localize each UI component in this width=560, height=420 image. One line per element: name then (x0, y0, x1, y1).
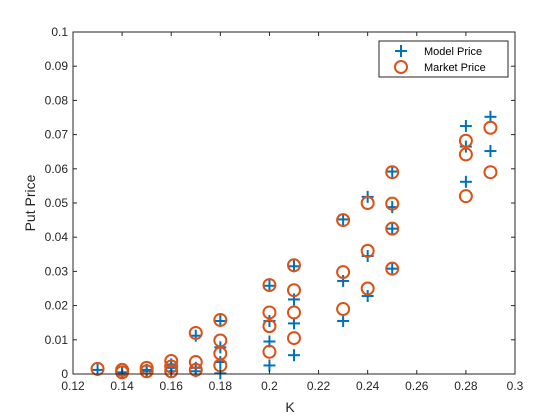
market-price-point (336, 265, 351, 280)
market-price-point (360, 196, 375, 210)
y-tick-label: 0.07 (45, 128, 69, 142)
model-price-point (337, 274, 350, 287)
legend-circle-icon (394, 60, 408, 74)
model-price-point (386, 222, 399, 235)
market-price-point (458, 189, 473, 204)
market-price-point (458, 147, 473, 162)
market-price-point (188, 362, 203, 377)
market-price-point (287, 331, 301, 346)
y-tick-label: 0.1 (51, 25, 68, 39)
market-price-point (385, 221, 400, 236)
y-tick-label: 0.02 (45, 299, 69, 313)
y-tick-label: 0.05 (45, 196, 69, 210)
data-marks (90, 110, 498, 380)
model-price-point (484, 145, 497, 158)
market-price-point (336, 302, 351, 317)
x-tick-label: 0.16 (160, 379, 184, 393)
model-price-point (263, 279, 276, 292)
market-price-point (262, 305, 277, 320)
model-price-point (386, 165, 399, 178)
model-price-point (386, 262, 399, 275)
y-tick-label: 0.09 (45, 59, 69, 73)
legend-market-price-label: Market Price (424, 62, 486, 74)
market-price-point (385, 196, 400, 211)
x-axis-label: K (285, 399, 295, 415)
legend: Model Price Market Price (378, 40, 509, 78)
y-tick-label: 0.04 (45, 230, 69, 244)
market-price-point (360, 243, 375, 258)
x-tick-label: 0.12 (61, 379, 85, 393)
series-market-price (90, 120, 498, 380)
market-price-point (287, 283, 301, 298)
x-tick-label: 0.28 (454, 379, 478, 393)
market-price-point (262, 278, 277, 293)
legend-plus-icon (395, 45, 407, 57)
x-axis-ticks: 0.12 0.14 0.16 0.18 0.2 0.22 0.24 0.26 0.28 0.3 (61, 32, 524, 393)
y-tick-label: 0.08 (45, 93, 69, 107)
model-price-point (337, 314, 350, 327)
model-price-point (263, 359, 276, 372)
market-price-point (213, 312, 228, 327)
y-tick-label: 0.03 (45, 264, 69, 278)
market-price-point (115, 365, 130, 380)
market-price-point (385, 261, 400, 276)
y-tick-label: 0.01 (45, 333, 69, 347)
legend-model-price-label: Model Price (424, 46, 482, 58)
legend-market-price-marker (394, 60, 408, 74)
market-price-point (483, 120, 498, 135)
market-price-point (458, 133, 473, 148)
market-price-point (287, 258, 301, 273)
model-price-point (337, 213, 350, 226)
market-price-point (139, 364, 154, 379)
market-price-point (188, 325, 203, 340)
x-tick-label: 0.24 (356, 379, 380, 393)
plot-area (73, 32, 515, 374)
x-tick-label: 0.18 (209, 379, 233, 393)
y-axis-ticks: 0 0.01 0.02 0.03 0.04 0.05 0.06 0.07 0.08 0.09 0.1 (45, 25, 515, 381)
x-tick-label: 0.22 (307, 379, 331, 393)
y-tick-label: 0.06 (45, 162, 69, 176)
model-price-point (361, 290, 374, 303)
y-tick-label: 0 (61, 367, 68, 381)
market-price-point (483, 165, 498, 180)
market-price-point (262, 319, 277, 334)
model-price-point (288, 349, 300, 362)
market-price-point (385, 165, 400, 180)
x-tick-label: 0.3 (507, 379, 524, 393)
market-price-point (90, 361, 105, 376)
market-price-point (336, 213, 351, 228)
model-price-point (459, 120, 472, 133)
x-tick-label: 0.2 (261, 379, 278, 393)
market-price-point (262, 344, 277, 359)
market-price-point (287, 305, 301, 320)
market-price-point (164, 354, 179, 369)
y-axis-label: Put Price (22, 174, 38, 231)
x-tick-label: 0.26 (405, 379, 429, 393)
market-price-point (360, 281, 375, 296)
model-price-point (459, 175, 472, 188)
legend-model-price-marker (395, 45, 407, 57)
market-price-point (188, 355, 203, 370)
market-price-point (164, 364, 179, 379)
x-tick-label: 0.14 (110, 379, 134, 393)
